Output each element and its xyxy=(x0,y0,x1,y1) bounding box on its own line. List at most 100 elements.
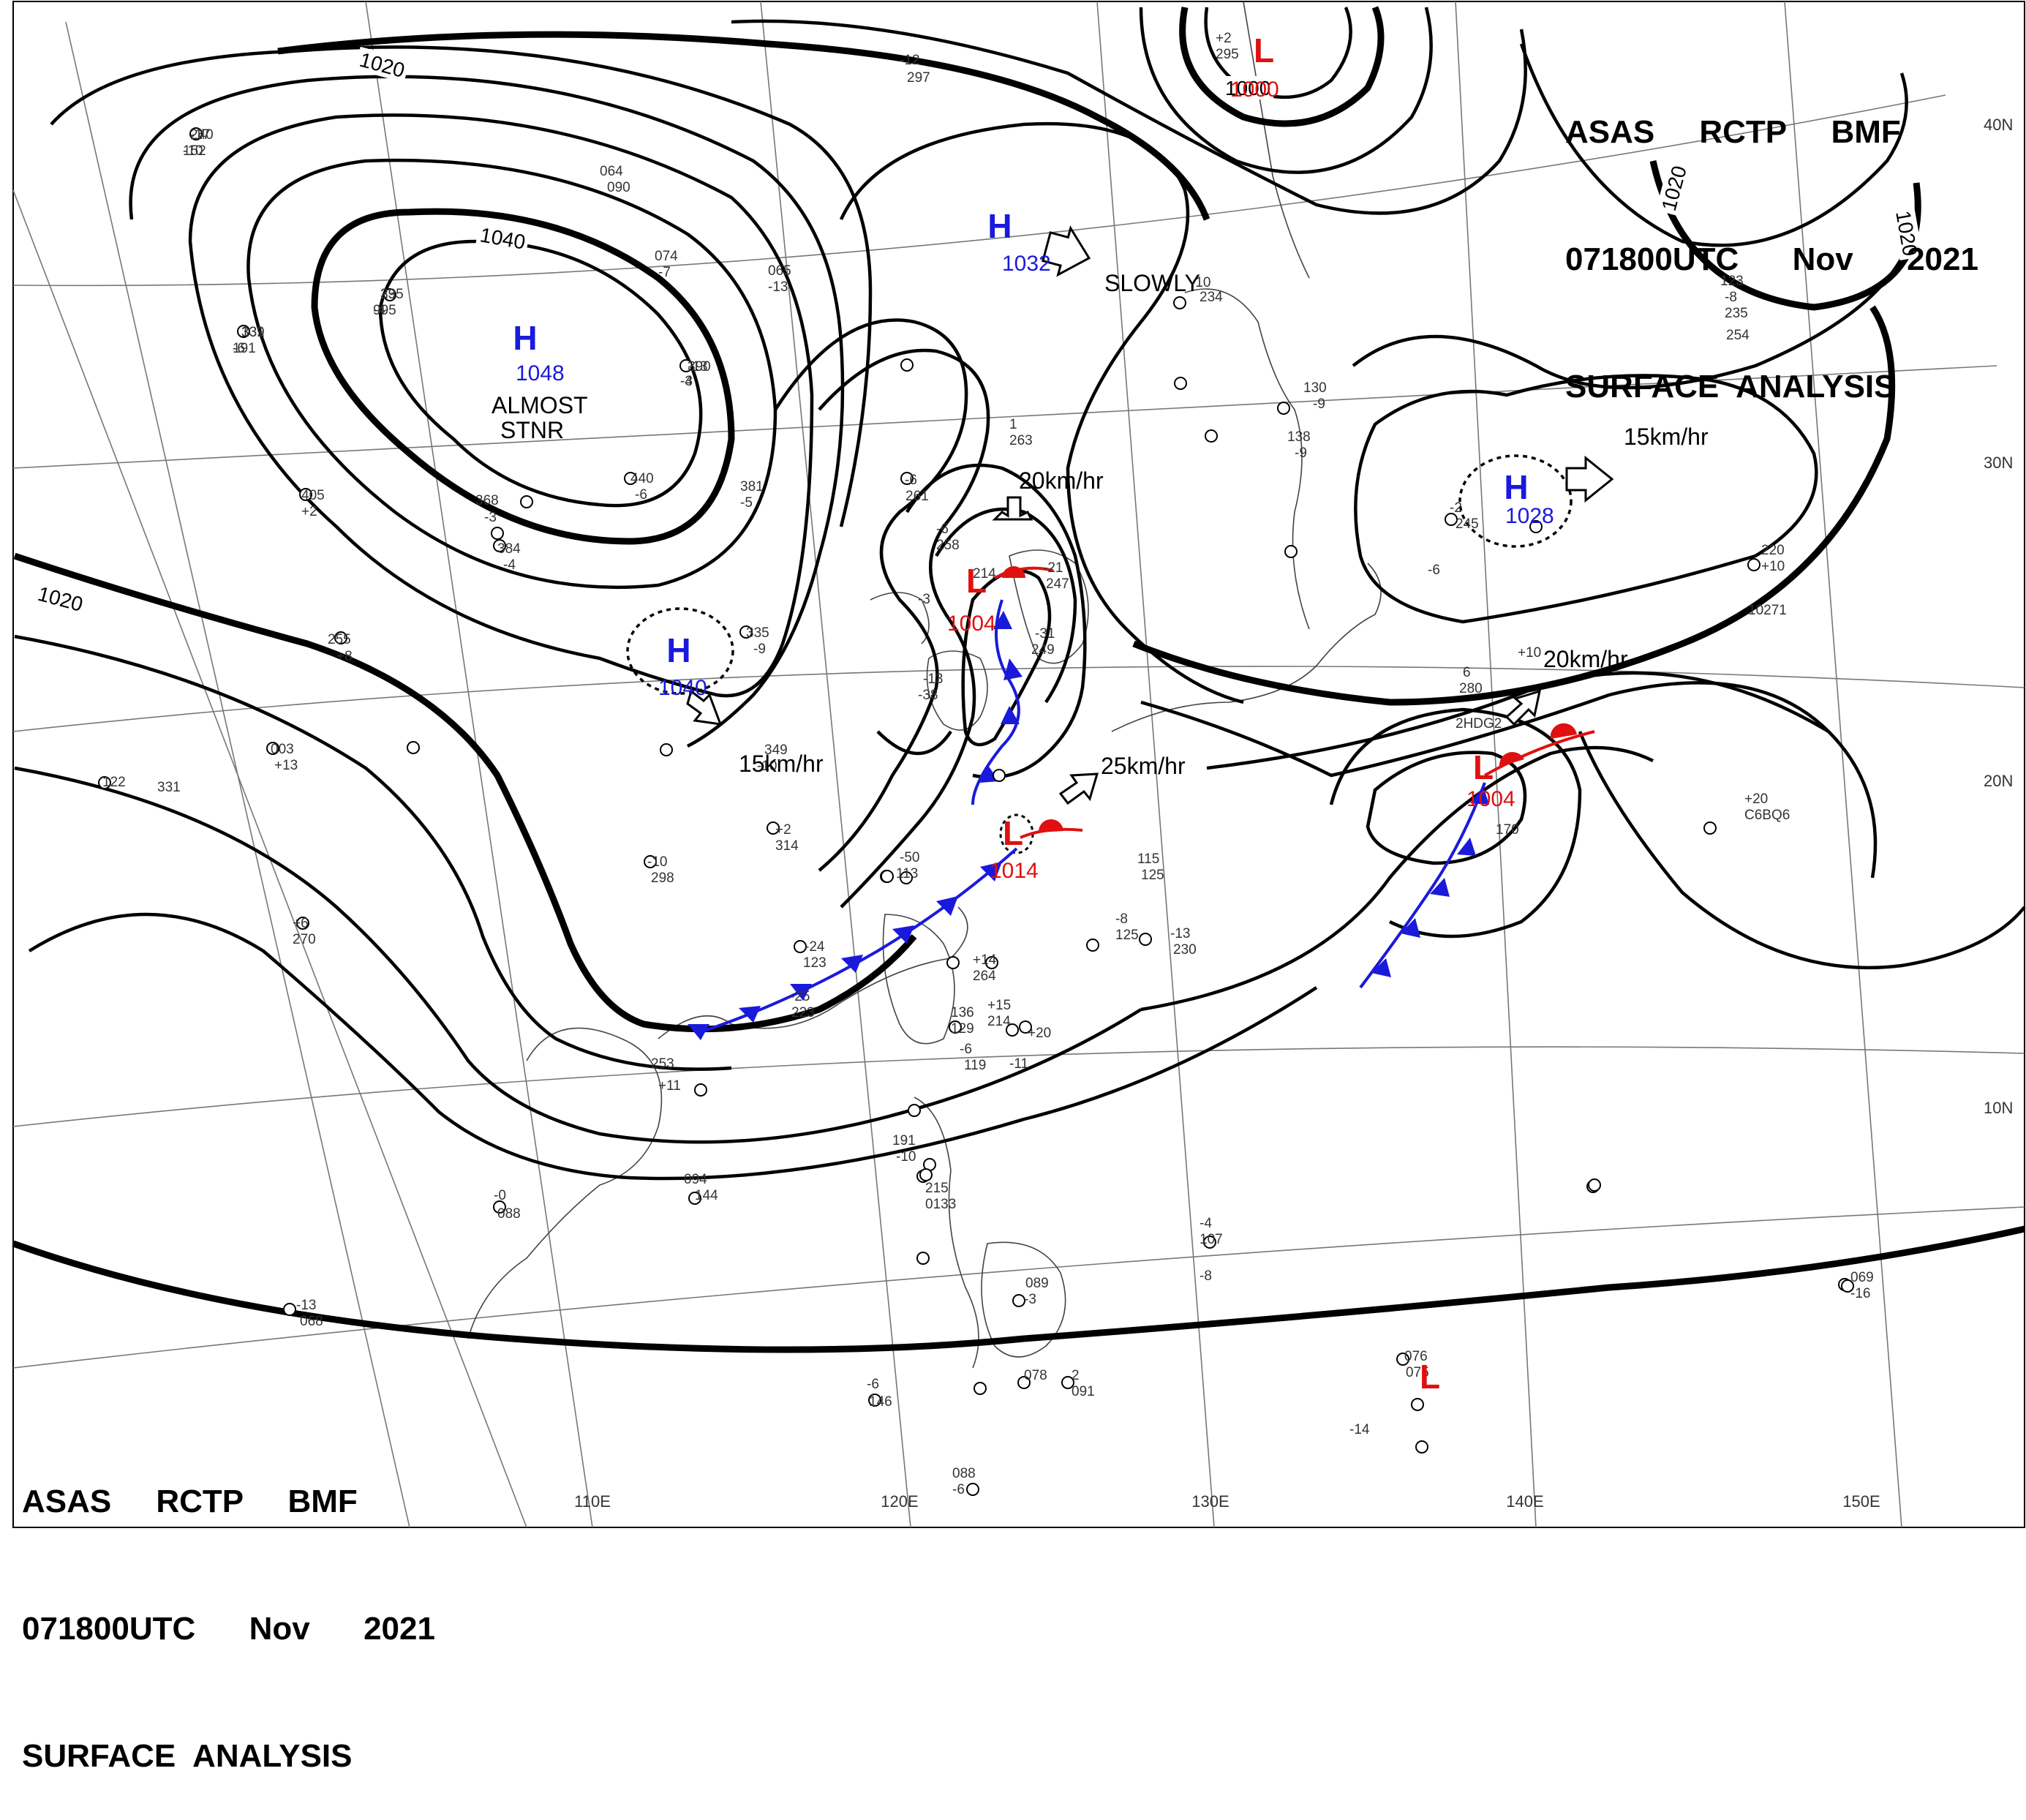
longitude-label: 130E xyxy=(1191,1492,1229,1511)
pressure-centers: H1048ALMOSTSTNRH1032SLOWLYH104015km/hrH1… xyxy=(492,31,1709,1396)
warm-fronts xyxy=(994,566,1595,839)
station-value: +20 xyxy=(1028,1026,1051,1041)
latitude-label: 40N xyxy=(1984,116,2013,134)
station-value: 152 xyxy=(183,143,206,159)
station-value: 6 xyxy=(1463,665,1471,680)
station-value: 270 xyxy=(293,932,316,947)
station-value: 314 xyxy=(775,838,799,854)
station-value: 254 xyxy=(1726,328,1750,343)
station-value: 390 xyxy=(688,359,711,375)
station-value: -13 xyxy=(923,672,943,687)
station-value: 129 xyxy=(951,1021,974,1037)
station-value: -25 xyxy=(790,989,810,1004)
low-pressure-symbol: L xyxy=(1003,814,1023,852)
station-value: 215 xyxy=(925,1181,949,1196)
center-movement-note: 15km/hr xyxy=(1624,424,1709,450)
station-value: 088 xyxy=(952,1466,976,1481)
center-movement-note: STNR xyxy=(500,417,564,443)
isobar-label-bg xyxy=(1222,76,1273,99)
station-value: -12 xyxy=(900,53,919,68)
low-pressure-symbol: L xyxy=(966,562,987,600)
station-value: -7 xyxy=(658,265,671,280)
header-bottom: ASAS RCTP BMF 071800UTC Nov 2021 SURFACE… xyxy=(22,1396,435,1820)
cold-front-east xyxy=(1359,782,1489,989)
station-value: 170 xyxy=(1496,822,1519,838)
header-top-line2: 071800UTC Nov 2021 xyxy=(1565,241,1978,277)
high-pressure-symbol: H xyxy=(987,207,1012,245)
station-value: 091 xyxy=(1072,1384,1095,1399)
latitude-label: 20N xyxy=(1984,772,2013,790)
station-value: -10 xyxy=(757,759,777,774)
station-value: 230 xyxy=(1173,942,1197,958)
station-value: -13 xyxy=(768,279,788,295)
station-value: 146 xyxy=(869,1394,892,1410)
station-value: 123 xyxy=(1720,274,1744,289)
station-value: +20 xyxy=(1744,791,1768,807)
station-value: 0133 xyxy=(925,1197,956,1212)
station-value: 223 xyxy=(791,1005,815,1020)
station-value: 258 xyxy=(936,538,960,553)
center-pressure-value: 1048 xyxy=(516,361,565,386)
isobar-label-bg xyxy=(475,222,530,255)
station-value: 214 xyxy=(973,566,996,582)
station-value: +10 xyxy=(1761,559,1785,574)
center-movement-note: SLOWLY xyxy=(1104,270,1200,296)
station-value: 263 xyxy=(1009,433,1033,448)
graticule-labels: 110E 120E 130E 140E 150E 40N 30N 20N 10N xyxy=(574,116,2013,1511)
center-movement-note: 15km/hr xyxy=(739,751,824,777)
surface-analysis-map: 240-10395-4339-6390-3440-6405+2368-3381-… xyxy=(12,1,2026,1528)
station-value: -8 xyxy=(1200,1268,1212,1284)
station-value: -9 xyxy=(1295,445,1307,461)
station-value: C6BQ6 xyxy=(1744,808,1790,823)
station-value: 440 xyxy=(630,471,654,486)
header-bottom-line1: ASAS RCTP BMF xyxy=(22,1484,358,1519)
station-value: -9 xyxy=(1313,396,1325,412)
station-value: 123 xyxy=(803,955,826,971)
station-value: 136 xyxy=(951,1005,974,1020)
center-movement-note: 20km/hr xyxy=(1543,646,1628,672)
station-value: 113 xyxy=(896,866,918,881)
station-value: 384 xyxy=(497,541,521,557)
center-pressure-value: 1028 xyxy=(1505,504,1554,528)
station-value: 247 xyxy=(1046,576,1069,592)
station-value: 298 xyxy=(651,870,674,886)
station-value: -17 xyxy=(190,127,210,143)
station-value: 076 xyxy=(1404,1349,1428,1364)
center-movement-note: 20km/hr xyxy=(1019,467,1104,494)
station-value: -6 xyxy=(952,1482,965,1497)
station-value: -8 xyxy=(1115,911,1128,927)
low-pressure-symbol: L xyxy=(1473,748,1494,786)
station-value: -4 xyxy=(680,374,693,389)
station-value: -10 xyxy=(1191,275,1210,290)
station-value: 115 xyxy=(1137,851,1159,867)
isobar-label-bg xyxy=(354,46,410,83)
isobar-label: 1000 xyxy=(1225,77,1270,99)
center-pressure-value: 1040 xyxy=(658,676,707,700)
station-value: -31 xyxy=(1035,626,1055,642)
station-value: 368 xyxy=(475,493,499,508)
station-value: -11 xyxy=(1009,1056,1028,1072)
station-value: -38 xyxy=(918,688,938,703)
station-value: -6 xyxy=(867,1377,879,1392)
station-value: 2HDG2 xyxy=(1456,716,1502,732)
isobar-label-bg xyxy=(1655,160,1692,217)
station-value: -10 xyxy=(647,854,667,870)
station-value: -50 xyxy=(900,850,919,865)
longitude-lines xyxy=(12,1,1902,1528)
center-pressure-value: 1014 xyxy=(990,859,1039,883)
station-value: 280 xyxy=(1459,681,1483,696)
longitude-label: 140E xyxy=(1506,1492,1543,1511)
station-value: 381 xyxy=(740,479,764,495)
high-pressure-symbol: H xyxy=(1504,468,1528,506)
station-value: 234 xyxy=(1200,290,1223,305)
center-movement-note: 25km/hr xyxy=(1101,753,1186,779)
station-value: 10271 xyxy=(1748,603,1787,618)
longitude-label: 150E xyxy=(1842,1492,1880,1511)
station-value: -3 xyxy=(680,374,693,389)
high-pressure-symbol: H xyxy=(666,631,690,669)
station-value: -4 xyxy=(1200,1216,1212,1231)
coastlines xyxy=(467,1,1382,1369)
station-value: 214 xyxy=(987,1014,1011,1029)
station-value: 235 xyxy=(1725,306,1748,321)
